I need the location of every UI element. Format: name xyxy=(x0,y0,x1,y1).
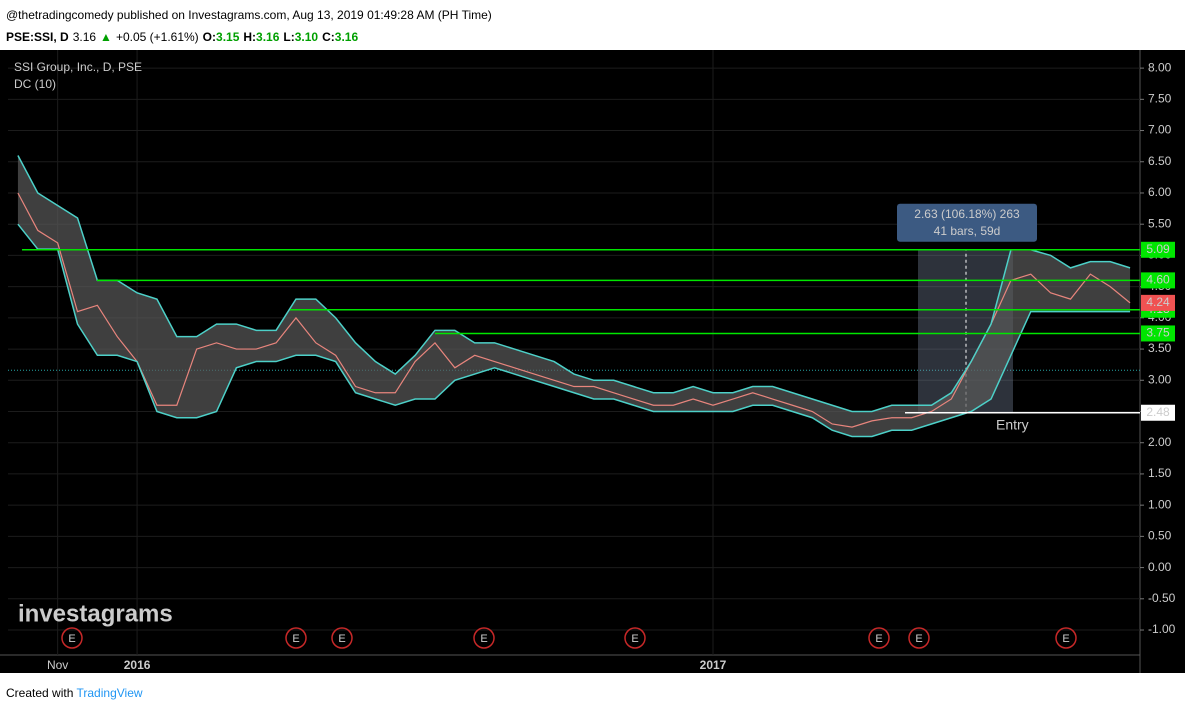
arrow: ▲ xyxy=(100,30,112,44)
earnings-marker xyxy=(624,627,646,649)
c-label: C: xyxy=(322,30,335,44)
price: 3.16 xyxy=(72,30,97,44)
price-line xyxy=(17,192,1131,428)
y-tick-label: 7.00 xyxy=(1148,123,1172,137)
quote-line: PSE:SSI, D 3.16 ▲ +0.05 (+1.61%) O: 3.15 … xyxy=(6,30,358,44)
earnings-label: E xyxy=(338,633,345,645)
earnings-label: E xyxy=(68,633,75,645)
y-tick-label: 7.50 xyxy=(1148,91,1172,105)
x-tick-label: 2016 xyxy=(124,658,151,672)
symbol: PSE:SSI, D xyxy=(6,30,69,44)
level-label-box xyxy=(1141,404,1175,421)
earnings-marker xyxy=(1055,627,1077,649)
earnings-marker xyxy=(331,627,353,649)
earnings-marker xyxy=(868,627,890,649)
measure-label: 2.63 (106.18%) 263 xyxy=(914,207,1020,221)
y-tick-label: 6.00 xyxy=(1148,185,1172,199)
earnings-marker xyxy=(285,627,307,649)
earnings-marker xyxy=(473,627,495,649)
earnings-label: E xyxy=(875,633,882,645)
level-label: 2.48 xyxy=(1146,405,1170,419)
created: Created with xyxy=(6,686,74,700)
chart-title: SSI Group, Inc., D, PSE xyxy=(14,60,142,74)
earnings-label: E xyxy=(1062,633,1069,645)
level-label-box xyxy=(1141,241,1175,258)
y-tick-label: 0.50 xyxy=(1148,529,1172,543)
channel-line xyxy=(17,155,1131,413)
channel-line xyxy=(17,223,1131,438)
measure-sublabel: 41 bars, 59d xyxy=(934,224,1001,238)
earnings-label: E xyxy=(915,633,922,645)
close: 3.16 xyxy=(334,30,359,44)
brand[interactable]: TradingView xyxy=(76,686,143,700)
level-label: 5.09 xyxy=(1146,242,1170,256)
y-tick-label: 1.50 xyxy=(1148,466,1172,480)
earnings-marker xyxy=(61,627,83,649)
y-tick-label: 0.00 xyxy=(1148,560,1172,574)
earnings-label: E xyxy=(292,633,299,645)
annotation: Entry xyxy=(996,416,1029,432)
y-tick-label: 8.00 xyxy=(1148,60,1172,74)
x-tick-label: Nov xyxy=(47,658,68,672)
earnings-label: E xyxy=(480,633,487,645)
y-tick-label: 1.00 xyxy=(1148,497,1172,511)
level-label-box xyxy=(1141,272,1175,289)
y-tick-label: -1.00 xyxy=(1148,622,1176,636)
chart: -1.00-0.500.000.501.001.502.002.503.003.… xyxy=(0,50,1185,673)
change: +0.05 (+1.61%) xyxy=(115,30,199,44)
level-label: 4.60 xyxy=(1146,273,1170,287)
y-tick-label: 3.50 xyxy=(1148,341,1172,355)
y-tick-label: 6.50 xyxy=(1148,154,1172,168)
l-label: L: xyxy=(283,30,295,44)
low: 3.10 xyxy=(294,30,319,44)
footer: Created with TradingView xyxy=(6,686,143,700)
watermark: investagrams xyxy=(18,600,173,627)
price-label: 4.24 xyxy=(1146,295,1170,309)
o-label: O: xyxy=(202,30,217,44)
high: 3.16 xyxy=(256,30,280,44)
indicator-label: DC (10) xyxy=(14,77,56,91)
h-label: H: xyxy=(243,30,257,44)
y-tick-label: 5.50 xyxy=(1148,216,1172,230)
publisher: @thetradingcomedy published on Investagr… xyxy=(6,8,492,22)
x-tick-label: 2017 xyxy=(700,658,727,672)
level-label: 3.75 xyxy=(1146,326,1170,340)
level-label-box xyxy=(1141,325,1175,342)
earnings-marker xyxy=(908,627,930,649)
channel-fill xyxy=(17,155,1131,437)
y-tick-label: -0.50 xyxy=(1148,591,1176,605)
y-tick-label: 2.00 xyxy=(1148,435,1172,449)
measure-label-box xyxy=(897,203,1037,242)
open: 3.15 xyxy=(216,30,240,44)
y-tick-label: 3.00 xyxy=(1148,372,1172,386)
earnings-label: E xyxy=(631,633,638,645)
price-label-box xyxy=(1141,294,1175,311)
